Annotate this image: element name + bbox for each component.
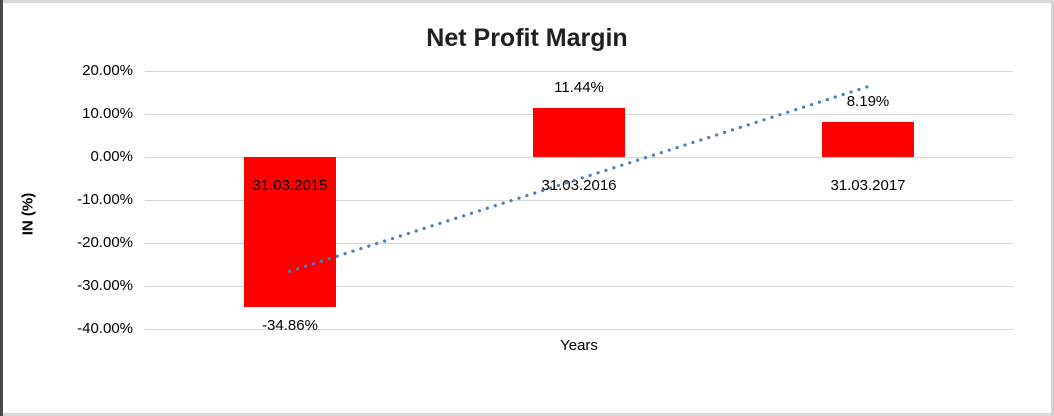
y-axis-tick-label: -30.00% — [77, 277, 133, 294]
category-label: 31.03.2017 — [830, 177, 906, 194]
data-label: 11.44% — [554, 79, 604, 96]
category-label: 31.03.2016 — [541, 177, 617, 194]
gridline — [145, 71, 1013, 72]
y-axis-tick-label: -40.00% — [77, 320, 133, 337]
gridline — [145, 286, 1013, 287]
y-axis-tick-label: -20.00% — [77, 234, 133, 251]
category-label: 31.03.2015 — [252, 177, 328, 194]
chart-title: Net Profit Margin — [426, 24, 628, 52]
data-label: 8.19% — [846, 93, 890, 110]
x-axis-title: Years — [560, 337, 598, 354]
data-label: -34.86% — [262, 317, 318, 334]
y-axis-tick-label: -10.00% — [77, 191, 133, 208]
gridline — [145, 329, 1013, 330]
y-axis-tick-label: 10.00% — [82, 105, 133, 122]
bar — [533, 108, 625, 157]
y-axis-tick-label: 20.00% — [82, 62, 133, 79]
y-axis-tick-label: 0.00% — [90, 148, 133, 165]
bar — [822, 122, 914, 157]
